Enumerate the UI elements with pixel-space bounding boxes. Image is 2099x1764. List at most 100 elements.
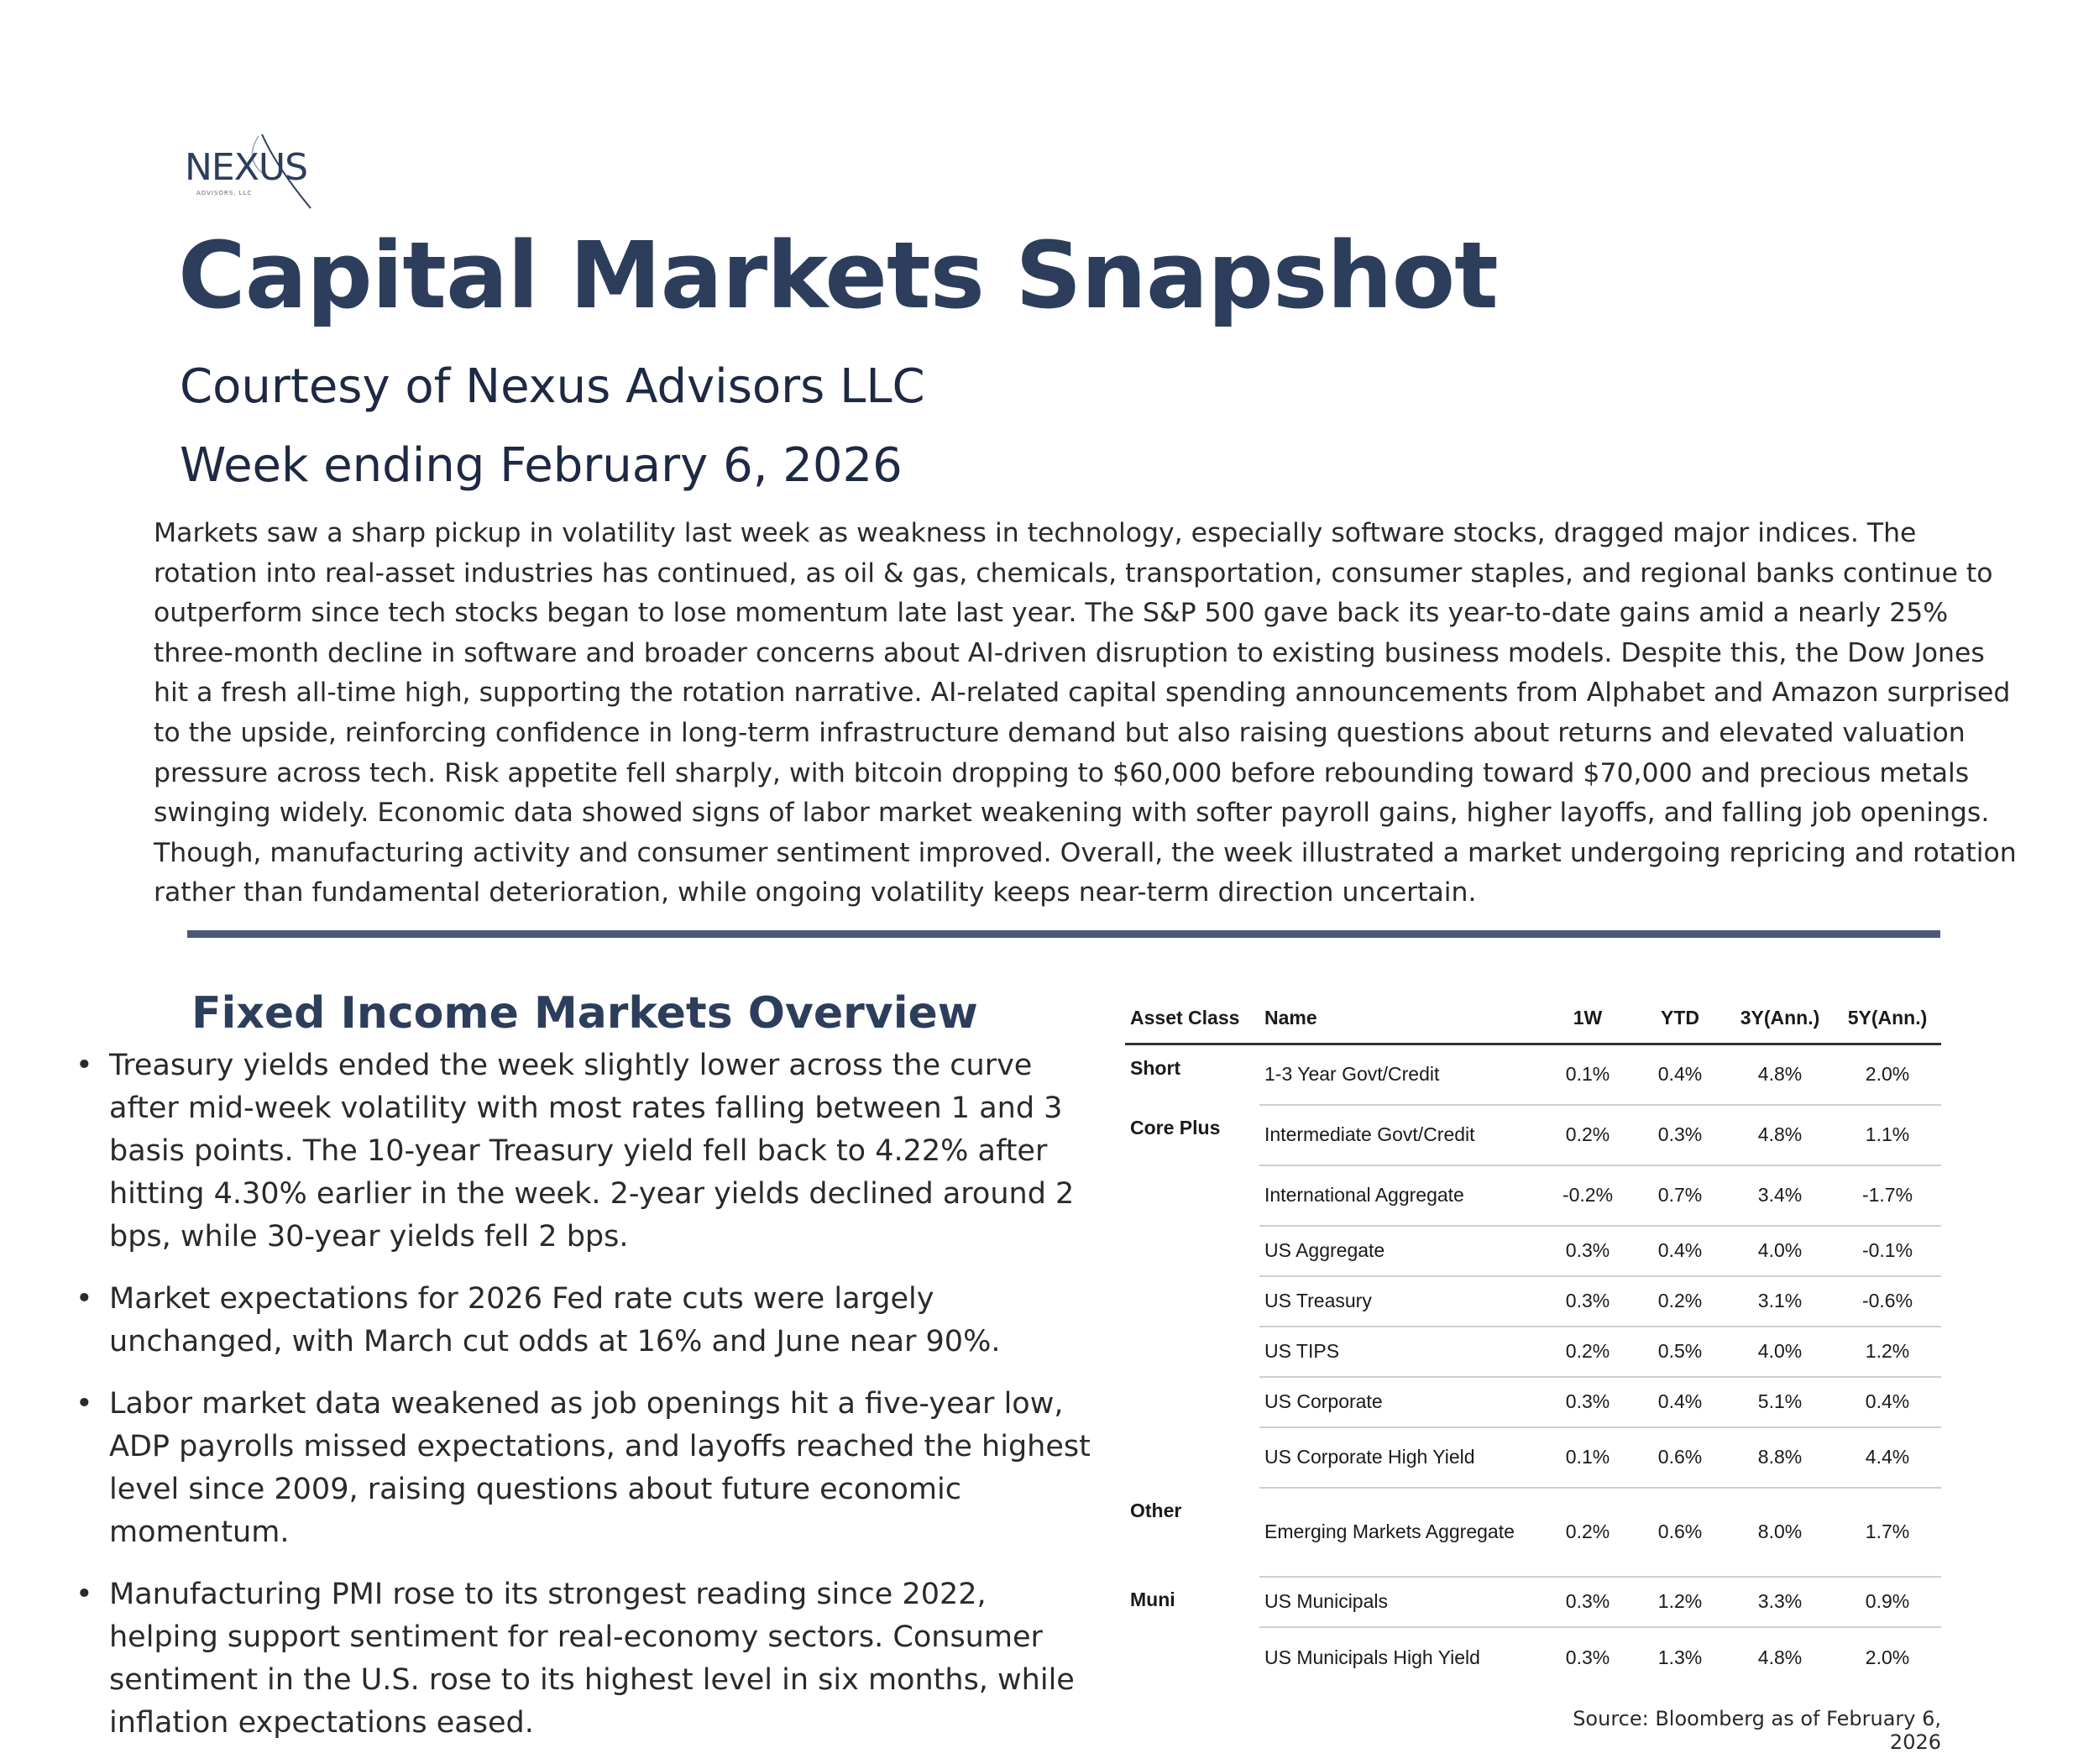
asset-class-cell [1125,1276,1259,1327]
y3-cell: 3.3% [1726,1576,1834,1628]
y3-cell: 4.8% [1757,1646,1803,1668]
logo-wordmark: NEXUS [185,146,308,189]
table-row: Short 1-3 Year Govt/Credit 0.1% 0.4% 4.8… [1125,1044,1941,1106]
name-cell: US Municipals High Yield [1264,1646,1480,1668]
header-3y: 3Y(Ann.) [1726,992,1834,1045]
y3-cell: 4.8% [1726,1044,1834,1106]
w1-cell: -0.2% [1542,1165,1634,1227]
y5-cell: -0.6% [1834,1275,1941,1327]
header-asset-class: Asset Class [1125,992,1259,1045]
source-note: Source: Bloomberg as of February 6, 2026 [1573,1707,1941,1754]
name-cell: Intermediate Govt/Credit [1259,1104,1542,1166]
performance-table: Asset Class Name 1W YTD 3Y(Ann.) 5Y(Ann.… [1125,992,1941,1688]
ytd-cell: 0.6% [1634,1487,1726,1578]
y5-cell: 0.4% [1834,1376,1941,1428]
bullet-item: Market expectations for 2026 Fed rate cu… [67,1278,1091,1364]
header-ytd: YTD [1634,992,1726,1045]
asset-class-cell [1125,1627,1259,1688]
fixed-income-bullets: Treasury yields ended the week slightly … [67,1044,1091,1764]
asset-class-cell: Muni [1130,1588,1175,1610]
ytd-cell: 1.2% [1634,1576,1726,1628]
ytd-cell: 0.6% [1634,1426,1726,1489]
nexus-logo: NEXUS ADVISORS, LLC [185,134,319,210]
name-cell: US Treasury [1259,1275,1542,1327]
w1-cell: 0.3% [1542,1225,1634,1277]
asset-class-cell [1125,1327,1259,1377]
y3-cell: 8.8% [1726,1426,1834,1489]
y5-cell: 2.0% [1865,1646,1910,1668]
page-title: Capital Markets Snapshot [178,222,1499,329]
header-1w: 1W [1542,992,1634,1045]
name-cell: Emerging Markets Aggregate [1259,1487,1542,1578]
bullet-item: Labor market data weakened as job openin… [67,1383,1091,1554]
ytd-cell: 0.4% [1634,1225,1726,1277]
ytd-cell: 0.7% [1634,1165,1726,1227]
fixed-income-title: Fixed Income Markets Overview [191,988,978,1039]
ytd-cell: 0.2% [1634,1275,1726,1327]
table-header-row: Asset Class Name 1W YTD 3Y(Ann.) 5Y(Ann.… [1125,992,1941,1045]
asset-class-cell: Short [1130,1057,1181,1079]
ytd-cell: 0.4% [1634,1044,1726,1106]
y5-cell: 2.0% [1834,1044,1941,1106]
header-name: Name [1259,992,1542,1045]
table-row: Muni US Municipals 0.3% 1.2% 3.3% 0.9% [1125,1576,1941,1628]
logo-swoosh-icon [251,134,311,209]
ytd-cell: 0.5% [1634,1326,1726,1378]
bullet-item: Treasury yields ended the week slightly … [67,1044,1091,1259]
name-cell: US Corporate High Yield [1259,1426,1542,1489]
y3-cell: 8.0% [1726,1487,1834,1578]
y5-cell: 4.4% [1834,1426,1941,1489]
y5-cell: 0.9% [1834,1576,1941,1628]
ytd-cell: 0.4% [1634,1376,1726,1428]
w1-cell: 0.1% [1542,1044,1634,1106]
table-row: US Aggregate 0.3% 0.4% 4.0% -0.1% [1125,1225,1941,1277]
table-row: Core Plus Intermediate Govt/Credit 0.2% … [1125,1104,1941,1166]
table-row: US Municipals High Yield 0.3% 1.3% 4.8% … [1125,1627,1941,1688]
asset-class-cell [1125,1226,1259,1276]
w1-cell: 0.1% [1542,1426,1634,1489]
table-row: US Treasury 0.3% 0.2% 3.1% -0.6% [1125,1275,1941,1327]
asset-class-cell: Other [1130,1499,1182,1521]
name-cell: US Municipals [1259,1576,1542,1628]
y3-cell: 4.0% [1726,1326,1834,1378]
name-cell: US Aggregate [1259,1225,1542,1277]
asset-class-cell [1125,1165,1259,1226]
table-row: US TIPS 0.2% 0.5% 4.0% 1.2% [1125,1326,1941,1378]
name-cell: 1-3 Year Govt/Credit [1259,1044,1542,1106]
name-cell: US TIPS [1259,1326,1542,1378]
y3-cell: 4.0% [1726,1225,1834,1277]
page-subtitle: Courtesy of Nexus Advisors LLC [180,359,925,414]
header-5y: 5Y(Ann.) [1834,992,1941,1045]
w1-cell: 0.2% [1542,1104,1634,1166]
y5-cell: 1.2% [1834,1326,1941,1378]
ytd-cell: 1.3% [1657,1646,1703,1668]
w1-cell: 0.2% [1542,1326,1634,1378]
w1-cell: 0.2% [1542,1487,1634,1578]
name-cell: International Aggregate [1259,1165,1542,1227]
w1-cell: 0.3% [1542,1576,1634,1628]
table-row: US Corporate 0.3% 0.4% 5.1% 0.4% [1125,1376,1941,1428]
y3-cell: 5.1% [1726,1376,1834,1428]
y5-cell: 1.1% [1834,1104,1941,1166]
asset-class-cell [1125,1427,1259,1488]
table-row: US Corporate High Yield 0.1% 0.6% 8.8% 4… [1125,1426,1941,1489]
y5-cell: -1.7% [1834,1165,1941,1227]
y3-cell: 3.1% [1726,1275,1834,1327]
section-divider [187,930,1940,938]
week-ending: Week ending February 6, 2026 [180,438,903,493]
w1-cell: 0.3% [1565,1646,1610,1668]
asset-class-cell [1125,1377,1259,1427]
name-cell: US Corporate [1259,1376,1542,1428]
y5-cell: -0.1% [1834,1225,1941,1277]
intro-paragraph: Markets saw a sharp pickup in volatility… [154,518,2017,908]
y5-cell: 1.7% [1834,1487,1941,1578]
bullet-item: Manufacturing PMI rose to its strongest … [67,1573,1091,1745]
w1-cell: 0.3% [1542,1376,1634,1428]
table-row: Other Emerging Markets Aggregate 0.2% 0.… [1125,1487,1941,1578]
w1-cell: 0.3% [1542,1275,1634,1327]
y3-cell: 4.8% [1726,1104,1834,1166]
table-row: International Aggregate -0.2% 0.7% 3.4% … [1125,1165,1941,1227]
logo-subtext: ADVISORS, LLC [196,190,253,196]
ytd-cell: 0.3% [1634,1104,1726,1166]
y3-cell: 3.4% [1726,1165,1834,1227]
